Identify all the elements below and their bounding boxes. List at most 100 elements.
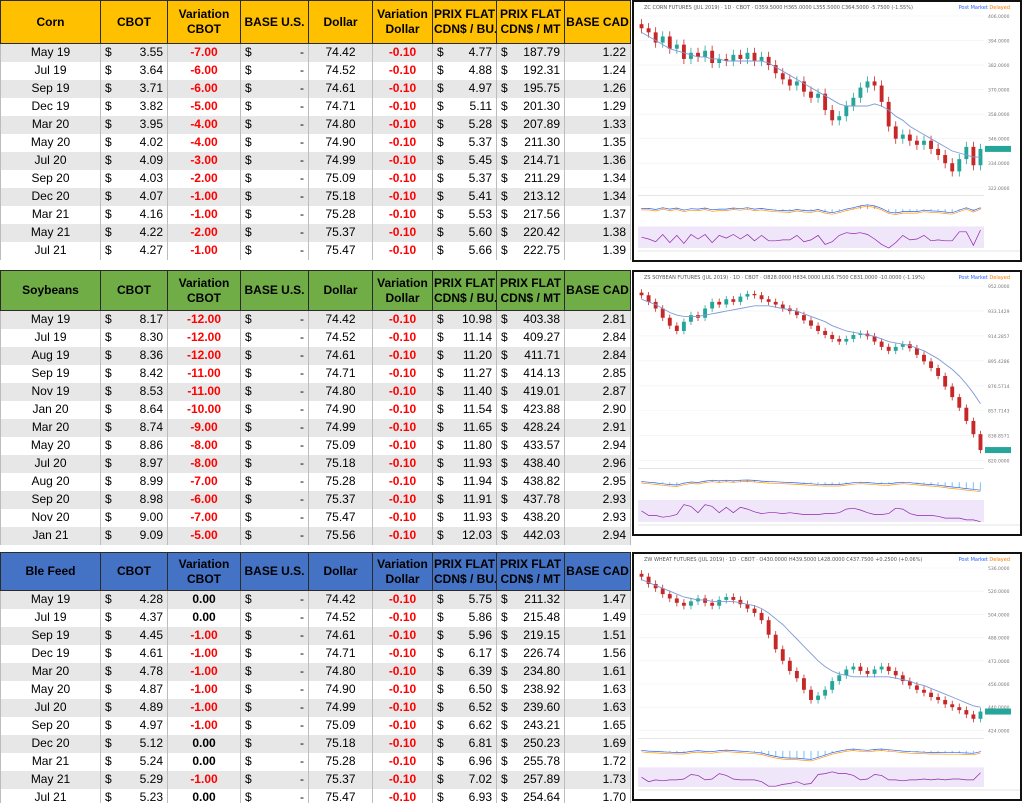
base-us-cell: $ -: [240, 472, 309, 491]
cbot-cell: $4.89: [100, 698, 168, 717]
candle-body: [907, 681, 912, 686]
month-cell: May 20: [0, 680, 101, 699]
base-us-cell: $ -: [240, 223, 309, 242]
cbot-cell: $4.87: [100, 680, 168, 699]
variation-dollar-cell: -0.10: [372, 97, 433, 116]
variation-cbot-cell: -10.00: [167, 400, 241, 419]
dollar-cell: 74.61: [308, 346, 373, 365]
base-cad-cell: 1.38: [564, 223, 631, 242]
candle-body: [922, 140, 926, 145]
base-us-cell: $ -: [240, 716, 309, 735]
macd-bar: [683, 209, 685, 211]
candle-body: [879, 85, 884, 102]
variation-dollar-cell: -0.10: [372, 115, 433, 134]
signal-line: [641, 205, 981, 215]
candle-body: [660, 308, 665, 318]
candle-body: [801, 81, 806, 92]
candle-body: [801, 315, 806, 321]
candle-body: [929, 140, 933, 149]
macd-bar: [930, 209, 932, 211]
price-scale-label: 424.0000: [988, 728, 1010, 734]
flat-mt-cell: $257.89: [496, 770, 565, 789]
macd-bar: [803, 750, 805, 759]
flat-mt-cell: $438.82: [496, 472, 565, 491]
dollar-cell: 74.61: [308, 626, 373, 645]
base-us-cell: $ -: [240, 151, 309, 170]
flat-mt-cell: $222.75: [496, 241, 565, 260]
candle-body: [759, 612, 764, 621]
macd-bar: [866, 204, 869, 210]
macd-line: [641, 479, 981, 491]
flat-bu-cell: $12.03: [432, 526, 497, 545]
macd-bar: [881, 748, 883, 751]
candle-body: [950, 163, 955, 172]
wheat-chart: ZW WHEAT FUTURES (JUL 2019) · 1D · CBOT …: [632, 552, 1022, 801]
cbot-cell: $4.61: [100, 644, 168, 663]
base-cad-cell: 2.84: [564, 328, 631, 347]
candle-body: [922, 689, 926, 693]
variation-cbot-cell: -6.00: [167, 490, 241, 509]
base-us-cell: $ -: [240, 608, 309, 627]
cbot-cell: $4.16: [100, 205, 168, 224]
base-cad-cell: 1.39: [564, 241, 631, 260]
candle-body: [674, 44, 679, 49]
soybeans-header-commodity: Soybeans: [0, 270, 101, 311]
dollar-cell: 74.90: [308, 133, 373, 152]
base-cad-cell: 2.81: [564, 310, 631, 329]
candle-body: [745, 52, 750, 59]
table-row: Jan 20 $8.64 -10.00 $ -74.90 -0.10 $11.54 $423.…: [0, 400, 631, 419]
flat-bu-cell: $5.45: [432, 151, 497, 170]
dollar-cell: 74.80: [308, 662, 373, 681]
macd-bar: [923, 209, 925, 211]
soybeans-chart-legend: Post Market Delayed: [958, 275, 1010, 281]
month-cell: Nov 20: [0, 508, 101, 527]
base-cad-cell: 2.93: [564, 508, 631, 527]
macd-bar: [810, 209, 812, 211]
base-us-cell: $ -: [240, 418, 309, 437]
candle-body: [936, 148, 941, 156]
flat-mt-cell: $201.30: [496, 97, 565, 116]
table-row: May 20 $8.86 -8.00 $ -75.09 -0.10 $11.80 $433.5…: [0, 436, 631, 455]
dollar-cell: 74.42: [308, 590, 373, 609]
flat-mt-cell: $428.24: [496, 418, 565, 437]
price-scale-label: 394.0000: [988, 39, 1010, 45]
cbot-cell: $4.28: [100, 590, 168, 609]
table-row: Aug 19 $8.36 -12.00 $ -74.61 -0.10 $11.20 $411.…: [0, 346, 631, 365]
month-cell: May 20: [0, 133, 101, 152]
base-us-cell: $ -: [240, 734, 309, 753]
candle-body: [858, 333, 863, 335]
candle-body: [745, 293, 750, 297]
flat-bu-cell: $6.52: [432, 698, 497, 717]
table-row: Nov 19 $8.53 -11.00 $ -74.80 -0.10 $11.40 $419.…: [0, 382, 631, 401]
wheat-chart-legend: Post Market Delayed: [958, 557, 1010, 563]
base-us-cell: $ -: [240, 680, 309, 699]
variation-dollar-cell: -0.10: [372, 382, 433, 401]
wheat-table-body: May 19 $4.28 0.00 $ -74.42 -0.10 $5.75 $211.32 1…: [0, 590, 631, 803]
macd-bar: [979, 482, 982, 491]
macd-bar: [902, 209, 904, 212]
base-cad-cell: 1.26: [564, 79, 631, 98]
variation-cbot-cell: -1.00: [167, 770, 241, 789]
candle-body: [773, 634, 778, 650]
wheat-header-commodity: Ble Feed: [0, 552, 101, 591]
wheat-header-variation-dollar: Variation Dollar: [372, 552, 433, 591]
dollar-cell: 74.52: [308, 328, 373, 347]
month-cell: Jul 21: [0, 241, 101, 260]
macd-bar: [845, 482, 847, 484]
rsi-band: [638, 499, 984, 522]
candle-body: [844, 338, 849, 342]
flat-bu-cell: $6.39: [432, 662, 497, 681]
corn-header-commodity: Corn: [0, 0, 101, 44]
month-cell: Jul 20: [0, 454, 101, 473]
candle-body: [653, 32, 658, 43]
candle-body: [844, 669, 849, 676]
candle-body: [646, 295, 651, 302]
cbot-cell: $3.64: [100, 61, 168, 80]
base-us-cell: $ -: [240, 169, 309, 188]
macd-bar: [810, 482, 812, 484]
macd-bar: [662, 750, 664, 752]
wheat-header-cbot: CBOT: [100, 552, 168, 591]
candle-body: [858, 666, 863, 671]
macd-bar: [852, 207, 854, 210]
base-us-cell: $ -: [240, 770, 309, 789]
